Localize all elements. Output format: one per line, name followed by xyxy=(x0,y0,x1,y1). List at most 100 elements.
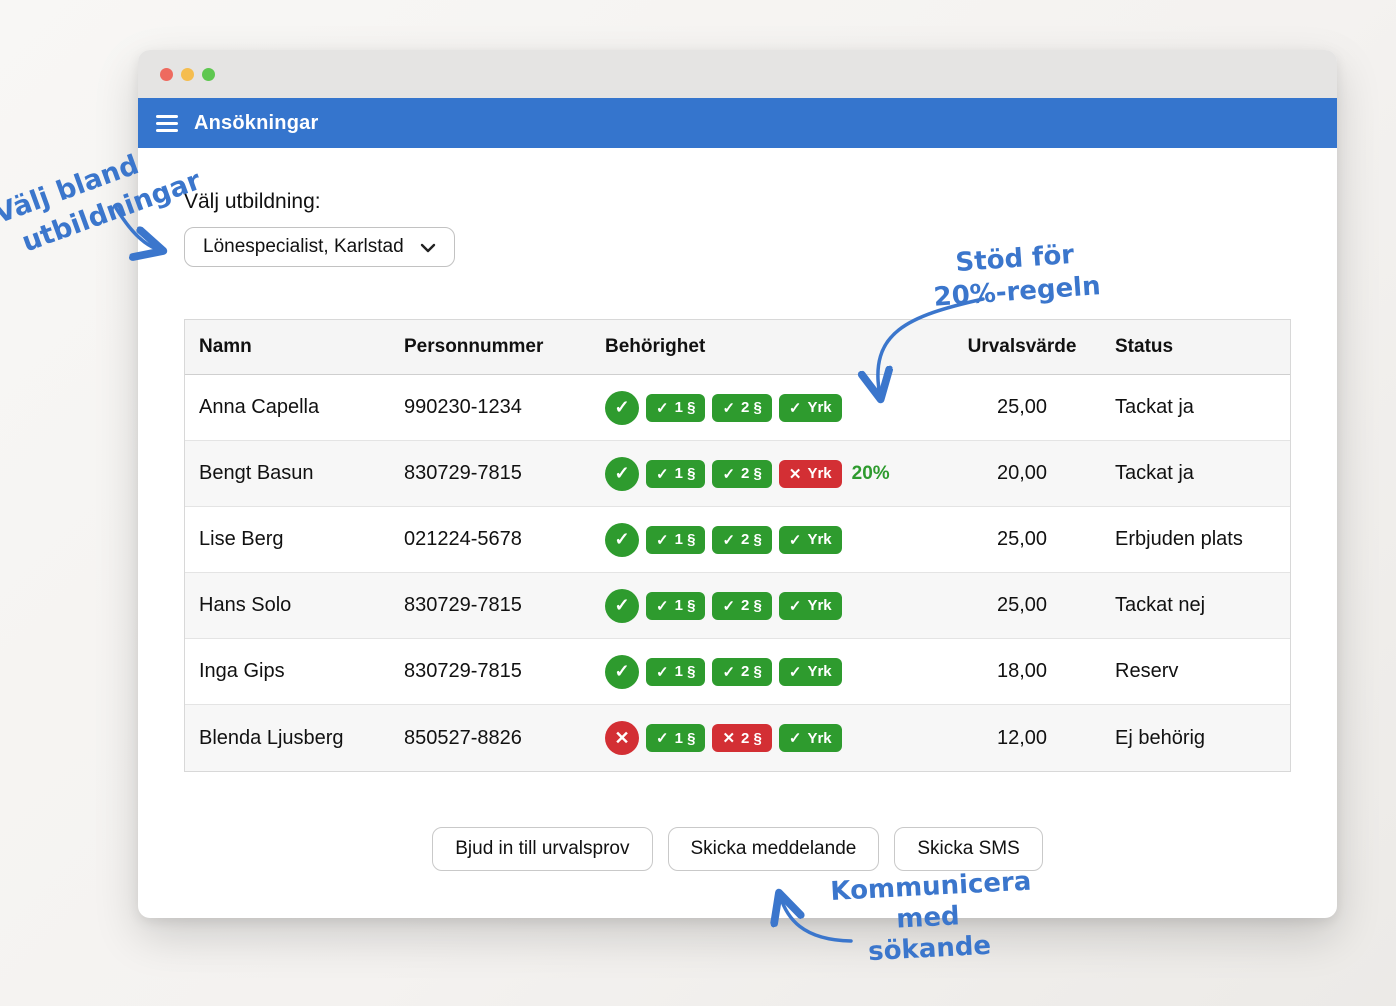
education-select-value: Lönespecialist, Karlstad xyxy=(203,236,404,257)
education-select[interactable]: Lönespecialist, Karlstad xyxy=(184,227,455,267)
applicant-status: Tackat nej xyxy=(1115,594,1206,616)
applicant-status: Ej behörig xyxy=(1115,726,1206,749)
applicant-pnr: 830729-7815 xyxy=(404,660,522,682)
criterion-badge: ✓ Yrk xyxy=(778,591,842,620)
education-select-label: Välj utbildning: xyxy=(184,190,321,213)
eligibility-status-icon: ✓ xyxy=(605,522,639,557)
applicant-name: Lise Berg xyxy=(199,528,284,550)
table-row: Lise Berg 021224-5678 ✓ ✓ 1 § ✓ 2 § ✓ Yrk 2… xyxy=(185,507,1290,573)
column-header-eligibility: Behörighet xyxy=(605,336,706,357)
annotation-line: sökande xyxy=(867,930,992,968)
column-header-score: Urvalsvärde xyxy=(967,336,1077,357)
check-icon: ✓ xyxy=(722,465,736,483)
badge-label: 2 § xyxy=(741,729,762,747)
action-bar: Bjud in till urvalsprov Skicka meddeland… xyxy=(184,827,1291,871)
badge-label: Yrk xyxy=(807,465,832,482)
criterion-badge: ✓ Yrk xyxy=(778,657,842,686)
selection-score: 12,00 xyxy=(996,726,1048,749)
badge-label: 1 § xyxy=(674,531,696,548)
check-icon: ✓ xyxy=(788,399,802,417)
table-body: Anna Capella 990230-1234 ✓ ✓ 1 § ✓ 2 § ✓ Yr… xyxy=(185,375,1290,771)
table-row: Hans Solo 830729-7815 ✓ ✓ 1 § ✓ 2 § ✓ Yrk 2… xyxy=(185,573,1290,639)
app-window: Ansökningar Välj utbildning: Lönespecial… xyxy=(138,50,1337,918)
applicant-name: Blenda Ljusberg xyxy=(199,726,344,749)
eligibility-status-icon: ✓ xyxy=(605,654,639,689)
criterion-badge: ✕ Yrk xyxy=(778,459,842,488)
check-icon: ✓ xyxy=(614,463,630,483)
applicant-name: Inga Gips xyxy=(199,660,285,682)
criterion-badge: ✓ 1 § xyxy=(646,657,706,686)
selection-score: 18,00 xyxy=(996,660,1048,682)
check-icon: ✓ xyxy=(656,465,669,483)
check-icon: ✓ xyxy=(656,531,669,549)
send-sms-button[interactable]: Skicka SMS xyxy=(894,827,1043,871)
badge-label: Yrk xyxy=(807,531,832,548)
criterion-badge: ✓ 1 § xyxy=(646,525,706,554)
invite-selection-test-button[interactable]: Bjud in till urvalsprov xyxy=(432,827,653,871)
table-header-row: Namn Personnummer Behörighet Urvalsvärde… xyxy=(185,320,1290,375)
applicant-pnr: 830729-7815 xyxy=(404,462,522,484)
eligibility-cell: ✓ ✓ 1 § ✓ 2 § ✓ Yrk xyxy=(591,588,943,623)
applicant-name: Bengt Basun xyxy=(199,462,314,484)
badge-label: Yrk xyxy=(807,729,832,747)
table-row: Blenda Ljusberg 850527-8826 ✕ ✓ 1 § ✕ 2 § … xyxy=(185,705,1290,771)
applicant-pnr: 021224-5678 xyxy=(404,528,522,550)
check-icon: ✓ xyxy=(656,663,669,681)
column-header-name: Namn xyxy=(199,336,252,357)
x-icon: ✕ xyxy=(722,730,736,747)
badge-label: 2 § xyxy=(741,399,762,416)
applicant-status: Reserv xyxy=(1115,660,1179,682)
check-icon: ✓ xyxy=(722,597,736,615)
column-header-pnr: Personnummer xyxy=(404,336,544,357)
criterion-badge: ✓ Yrk xyxy=(778,393,842,422)
criterion-badge: ✓ 2 § xyxy=(712,591,772,620)
criterion-badge: ✓ 2 § xyxy=(712,393,772,422)
close-window-button[interactable] xyxy=(160,67,173,81)
applicant-pnr: 830729-7815 xyxy=(404,594,522,616)
eligibility-status-icon: ✓ xyxy=(605,456,639,491)
send-message-button[interactable]: Skicka meddelande xyxy=(667,827,880,871)
eligibility-status-icon: ✓ xyxy=(605,390,639,425)
annotation-line: Välj bland xyxy=(0,149,143,231)
selection-score: 20,00 xyxy=(996,462,1048,484)
hamburger-menu-icon[interactable] xyxy=(156,114,178,132)
eligibility-cell: ✓ ✓ 1 § ✓ 2 § ✕ Yrk 20% xyxy=(591,456,943,491)
page-title: Ansökningar xyxy=(194,111,319,134)
applicant-status: Tackat ja xyxy=(1115,396,1194,418)
applicant-status: Erbjuden plats xyxy=(1115,528,1243,550)
badge-label: 1 § xyxy=(674,465,696,482)
check-icon: ✓ xyxy=(722,531,736,549)
rule-note: 20% xyxy=(851,462,890,484)
criterion-badge: ✕ 2 § xyxy=(712,724,772,752)
check-icon: ✓ xyxy=(788,597,802,615)
applicants-table: Namn Personnummer Behörighet Urvalsvärde… xyxy=(184,319,1291,772)
applicant-status: Tackat ja xyxy=(1115,462,1194,484)
check-icon: ✓ xyxy=(614,661,630,681)
badge-label: 1 § xyxy=(674,399,696,416)
column-header-status: Status xyxy=(1115,336,1174,357)
badge-label: Yrk xyxy=(807,597,832,614)
check-icon: ✓ xyxy=(614,529,630,549)
badge-label: 2 § xyxy=(741,465,762,482)
window-titlebar xyxy=(138,50,1337,98)
applicant-name: Anna Capella xyxy=(199,396,320,418)
criterion-badge: ✓ 1 § xyxy=(646,591,706,620)
main-content: Välj utbildning: Lönespecialist, Karlsta… xyxy=(138,190,1337,871)
badge-label: 2 § xyxy=(741,531,762,548)
minimize-window-button[interactable] xyxy=(181,67,194,81)
check-icon: ✓ xyxy=(656,399,669,417)
check-icon: ✓ xyxy=(788,531,802,549)
criterion-badge: ✓ 1 § xyxy=(646,724,706,752)
badge-label: 1 § xyxy=(674,663,696,680)
zoom-window-button[interactable] xyxy=(202,67,215,81)
applicant-pnr: 990230-1234 xyxy=(404,396,522,418)
selection-score: 25,00 xyxy=(996,594,1048,616)
x-icon: ✕ xyxy=(788,465,802,483)
selection-score: 25,00 xyxy=(996,528,1048,550)
eligibility-cell: ✓ ✓ 1 § ✓ 2 § ✓ Yrk xyxy=(591,390,943,425)
criterion-badge: ✓ Yrk xyxy=(778,724,842,752)
check-icon: ✓ xyxy=(788,663,802,681)
table-row: Anna Capella 990230-1234 ✓ ✓ 1 § ✓ 2 § ✓ Yr… xyxy=(185,375,1290,441)
criterion-badge: ✓ Yrk xyxy=(778,525,842,554)
check-icon: ✓ xyxy=(614,595,630,615)
